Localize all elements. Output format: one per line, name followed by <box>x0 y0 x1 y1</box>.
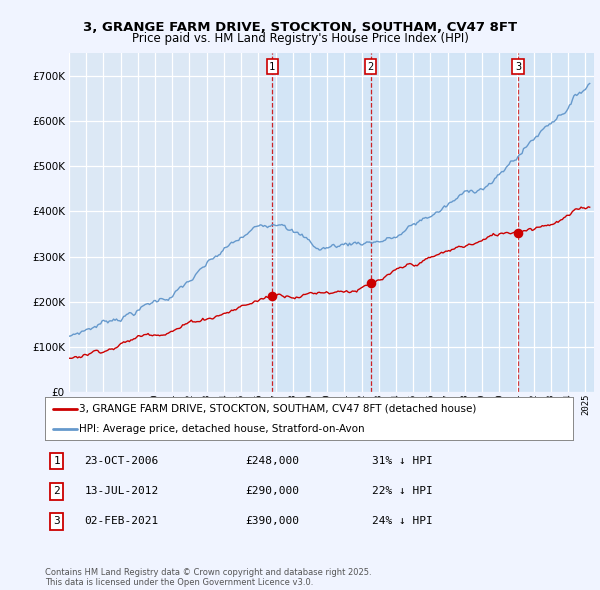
Text: 31% ↓ HPI: 31% ↓ HPI <box>373 456 433 466</box>
Text: 24% ↓ HPI: 24% ↓ HPI <box>373 516 433 526</box>
Text: 13-JUL-2012: 13-JUL-2012 <box>85 486 159 496</box>
Text: 2: 2 <box>53 486 60 496</box>
Bar <box>371 53 518 392</box>
Bar <box>272 53 371 392</box>
Text: 02-FEB-2021: 02-FEB-2021 <box>85 516 159 526</box>
Text: 1: 1 <box>269 61 275 71</box>
Bar <box>518 53 594 392</box>
Point <box>267 291 277 301</box>
Text: 22% ↓ HPI: 22% ↓ HPI <box>373 486 433 496</box>
Text: Price paid vs. HM Land Registry's House Price Index (HPI): Price paid vs. HM Land Registry's House … <box>131 32 469 45</box>
Text: 3: 3 <box>515 61 521 71</box>
Text: 2: 2 <box>368 61 374 71</box>
Text: 3, GRANGE FARM DRIVE, STOCKTON, SOUTHAM, CV47 8FT (detached house): 3, GRANGE FARM DRIVE, STOCKTON, SOUTHAM,… <box>79 404 476 414</box>
Text: Contains HM Land Registry data © Crown copyright and database right 2025.
This d: Contains HM Land Registry data © Crown c… <box>45 568 371 587</box>
Text: HPI: Average price, detached house, Stratford-on-Avon: HPI: Average price, detached house, Stra… <box>79 424 365 434</box>
Text: £248,000: £248,000 <box>245 456 299 466</box>
Text: £390,000: £390,000 <box>245 516 299 526</box>
Text: £290,000: £290,000 <box>245 486 299 496</box>
Text: 3, GRANGE FARM DRIVE, STOCKTON, SOUTHAM, CV47 8FT: 3, GRANGE FARM DRIVE, STOCKTON, SOUTHAM,… <box>83 21 517 34</box>
Point <box>366 278 376 287</box>
Text: 23-OCT-2006: 23-OCT-2006 <box>85 456 159 466</box>
Text: 3: 3 <box>53 516 60 526</box>
Text: 1: 1 <box>53 456 60 466</box>
Point <box>513 228 523 237</box>
